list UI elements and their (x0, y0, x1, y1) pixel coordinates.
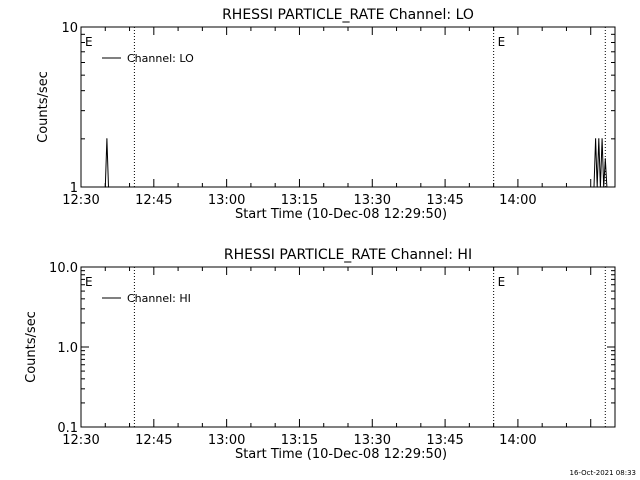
series-point (599, 186, 602, 188)
x-tick-label: 13:15 (281, 433, 318, 448)
x-tick-label: 12:45 (135, 193, 172, 208)
series-point (603, 186, 605, 188)
series-point (606, 186, 608, 188)
x-tick-label: 13:30 (354, 433, 391, 448)
series-point (593, 186, 595, 188)
y-tick-label: 1.0 (57, 341, 78, 356)
x-tick-label: 14:00 (499, 193, 536, 208)
event-marker-label: E (85, 35, 93, 49)
plot-frame (80, 266, 616, 428)
y-tick-label: 1 (70, 181, 78, 196)
x-tick-label: 13:45 (426, 433, 463, 448)
y-tick-label: 0.1 (57, 421, 78, 436)
x-tick-label: 13:00 (208, 193, 245, 208)
legend-label: Channel: HI (127, 292, 191, 305)
x-tick-label: 13:45 (426, 193, 463, 208)
chart-panel-hi: RHESSI PARTICLE_RATE Channel: HI 12:30 12:… (24, 247, 616, 462)
chart-title: RHESSI PARTICLE_RATE Channel: HI (224, 247, 472, 263)
x-tick-label: 13:15 (281, 193, 318, 208)
x-tick-label: 14:00 (499, 433, 536, 448)
plot-frame (80, 26, 616, 188)
y-axis-label: Counts/sec (24, 311, 39, 383)
x-tick-label: 12:30 (62, 433, 99, 448)
event-marker-label: E (498, 35, 506, 49)
series-point (596, 186, 598, 188)
series-point (594, 138, 597, 140)
x-tick-label: 13:00 (208, 433, 245, 448)
footer-timestamp: 16-Oct-2021 08:33 (570, 469, 636, 477)
series-point (104, 186, 106, 188)
legend-label: Channel: LO (127, 52, 194, 65)
event-marker-label: E (498, 275, 506, 289)
x-tick-label: 13:30 (354, 193, 391, 208)
chart-title: RHESSI PARTICLE_RATE Channel: LO (222, 7, 474, 23)
series-line (104, 138, 608, 188)
y-axis-label: Counts/sec (36, 71, 51, 143)
event-marker-label: E (85, 275, 93, 289)
series-point (107, 186, 110, 188)
series-point (604, 158, 606, 160)
series-point (601, 138, 603, 140)
series-point (106, 138, 108, 140)
series-point (598, 138, 600, 140)
x-tick-label: 12:45 (135, 433, 172, 448)
y-tick-label: 10 (61, 21, 78, 36)
y-tick-label: 10.0 (49, 261, 78, 276)
x-axis-label: Start Time (10-Dec-08 12:29:50) (235, 447, 447, 462)
x-tick-label: 12:30 (62, 193, 99, 208)
x-axis-label: Start Time (10-Dec-08 12:29:50) (235, 207, 447, 222)
chart-panel-lo: RHESSI PARTICLE_RATE Channel: LO 12:30 12:… (36, 7, 616, 222)
